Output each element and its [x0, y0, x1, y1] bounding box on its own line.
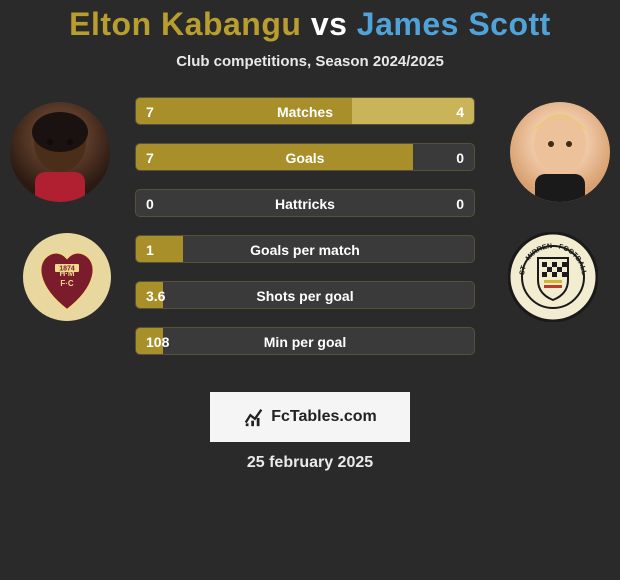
player2-name: James Scott [357, 6, 551, 42]
player1-name: Elton Kabangu [69, 6, 301, 42]
hearts-crest-icon: H·M F·C 1874 [22, 232, 112, 322]
bar-label: Hattricks [136, 190, 474, 217]
crest-year: 1874 [59, 266, 75, 273]
bar-value-right: 0 [456, 190, 464, 217]
stat-bar-row: 7Matches4 [135, 97, 475, 125]
bar-label: Matches [136, 98, 474, 125]
player1-club-crest: H·M F·C 1874 [22, 232, 112, 322]
bar-value-right: 0 [456, 144, 464, 171]
player1-face-icon [10, 102, 110, 202]
stat-bars: 7Matches47Goals00Hattricks01Goals per ma… [135, 97, 475, 373]
player2-club-crest: ST · MIRREN · FOOTBALL [508, 232, 598, 322]
stat-bar-row: 3.6Shots per goal [135, 281, 475, 309]
date-text: 25 february 2025 [0, 454, 620, 472]
brand-badge: FcTables.com [210, 392, 410, 442]
player2-avatar [510, 102, 610, 202]
stat-bar-row: 0Hattricks0 [135, 189, 475, 217]
stat-bar-row: 108Min per goal [135, 327, 475, 355]
bar-label: Min per goal [136, 328, 474, 355]
player1-avatar [10, 102, 110, 202]
bar-label: Shots per goal [136, 282, 474, 309]
stat-bar-row: 1Goals per match [135, 235, 475, 263]
svg-text:F·C: F·C [60, 279, 74, 288]
bar-label: Goals per match [136, 236, 474, 263]
chart-icon [243, 406, 265, 428]
bar-label: Goals [136, 144, 474, 171]
page-title: Elton Kabangu vs James Scott [0, 0, 620, 43]
subtitle: Club competitions, Season 2024/2025 [0, 53, 620, 70]
bar-value-right: 4 [456, 98, 464, 125]
stmirren-crest-icon: ST · MIRREN · FOOTBALL [508, 232, 598, 322]
vs-text: vs [311, 6, 348, 42]
brand-text: FcTables.com [271, 408, 377, 426]
stat-bar-row: 7Goals0 [135, 143, 475, 171]
player2-face-icon [510, 102, 610, 202]
